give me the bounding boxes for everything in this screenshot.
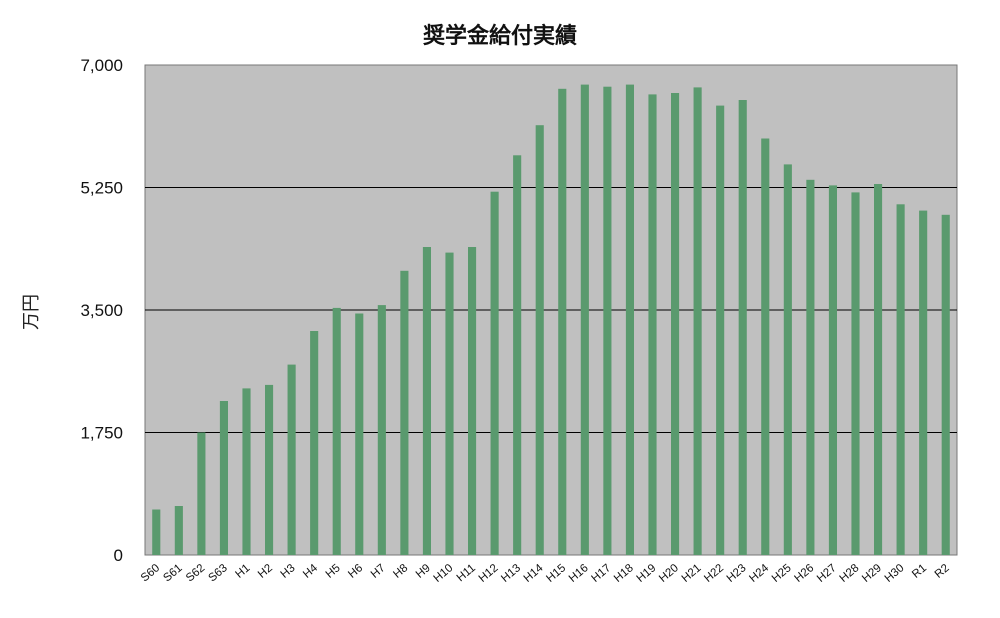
bar-H24 <box>761 138 770 555</box>
x-tick-label: R1 <box>910 562 929 581</box>
bar-H22 <box>716 105 725 555</box>
x-tick-label: H27 <box>815 562 839 585</box>
x-tick-label: H29 <box>860 562 884 585</box>
bar-R2 <box>941 214 950 556</box>
x-tick-label: H28 <box>838 562 862 585</box>
x-tick-label: H21 <box>680 562 704 585</box>
bar-H1 <box>242 388 251 555</box>
bar-R1 <box>919 210 928 555</box>
bar-S60 <box>152 509 161 555</box>
bar-H6 <box>355 313 364 555</box>
bar-H23 <box>738 100 747 555</box>
x-tick-label: H18 <box>612 562 636 585</box>
x-tick-label: H8 <box>391 562 410 581</box>
x-tick-label: H17 <box>589 562 613 585</box>
bar-H25 <box>783 164 792 555</box>
bar-S63 <box>219 401 229 555</box>
x-tick-label: S62 <box>184 562 207 584</box>
bar-H16 <box>580 84 589 555</box>
bar-H19 <box>648 94 657 556</box>
x-tick-label: S63 <box>206 562 229 584</box>
bars <box>152 84 950 556</box>
x-tick-label: H2 <box>256 562 275 581</box>
gridlines <box>145 187 957 433</box>
bar-H14 <box>535 125 544 555</box>
x-tick-label: H30 <box>883 562 907 585</box>
bar-H12 <box>490 191 499 555</box>
x-tick-label: H4 <box>301 562 320 581</box>
bar-S62 <box>197 432 206 555</box>
x-tick-label: H14 <box>522 562 546 585</box>
x-tick-label: H5 <box>324 562 343 581</box>
y-tick-label: 3,500 <box>80 301 123 320</box>
y-tick-label: 0 <box>114 546 123 565</box>
x-tick-label: H9 <box>414 562 433 581</box>
x-tick-label: H1 <box>233 562 252 581</box>
y-tick-label: 7,000 <box>80 56 123 75</box>
x-tick-label: H23 <box>725 562 749 585</box>
x-tick-label: H12 <box>477 562 501 585</box>
bar-H13 <box>513 155 522 556</box>
bar-H11 <box>467 247 477 555</box>
x-tick-label: R2 <box>933 562 952 581</box>
y-tick-labels: 0 1,750 3,500 5,250 7,000 <box>80 56 123 565</box>
bar-S61 <box>174 506 183 555</box>
x-tick-label: H25 <box>770 562 794 585</box>
bar-H5 <box>332 307 341 555</box>
bar-H9 <box>422 247 432 555</box>
x-tick-label: H10 <box>432 562 456 585</box>
x-tick-label: H15 <box>544 562 568 585</box>
y-tick-label: 5,250 <box>80 179 123 198</box>
bar-H10 <box>445 252 454 555</box>
bar-H7 <box>377 305 386 555</box>
x-tick-label: H24 <box>747 562 771 585</box>
bar-H4 <box>310 331 319 555</box>
x-tick-label: H16 <box>567 562 591 585</box>
x-tick-label: H11 <box>455 562 478 584</box>
bar-H17 <box>603 86 612 555</box>
x-tick-label: H26 <box>792 562 816 585</box>
bar-H26 <box>806 179 815 556</box>
x-tick-label: H7 <box>369 562 388 581</box>
bar-H21 <box>693 87 702 556</box>
y-tick-label: 1,750 <box>80 424 123 443</box>
bar-H20 <box>670 93 680 555</box>
bar-H29 <box>873 184 883 555</box>
x-tick-label: H6 <box>346 562 365 581</box>
x-tick-label: S60 <box>139 562 162 584</box>
bar-H28 <box>851 192 860 555</box>
x-tick-label: H13 <box>499 562 523 585</box>
bar-H18 <box>625 84 635 555</box>
bar-H30 <box>896 204 905 556</box>
chart-title: 奨学金給付実績 <box>422 24 577 49</box>
bar-H15 <box>558 88 567 556</box>
x-tick-label: H20 <box>657 562 681 585</box>
bar-H8 <box>400 270 409 555</box>
bar-H2 <box>264 384 274 555</box>
bar-H3 <box>287 364 296 555</box>
x-tick-label: S61 <box>161 562 184 584</box>
bar-H27 <box>828 185 838 555</box>
x-tick-label: H19 <box>635 562 659 585</box>
x-tick-label: H22 <box>702 562 726 585</box>
x-tick-label: H3 <box>279 562 298 581</box>
